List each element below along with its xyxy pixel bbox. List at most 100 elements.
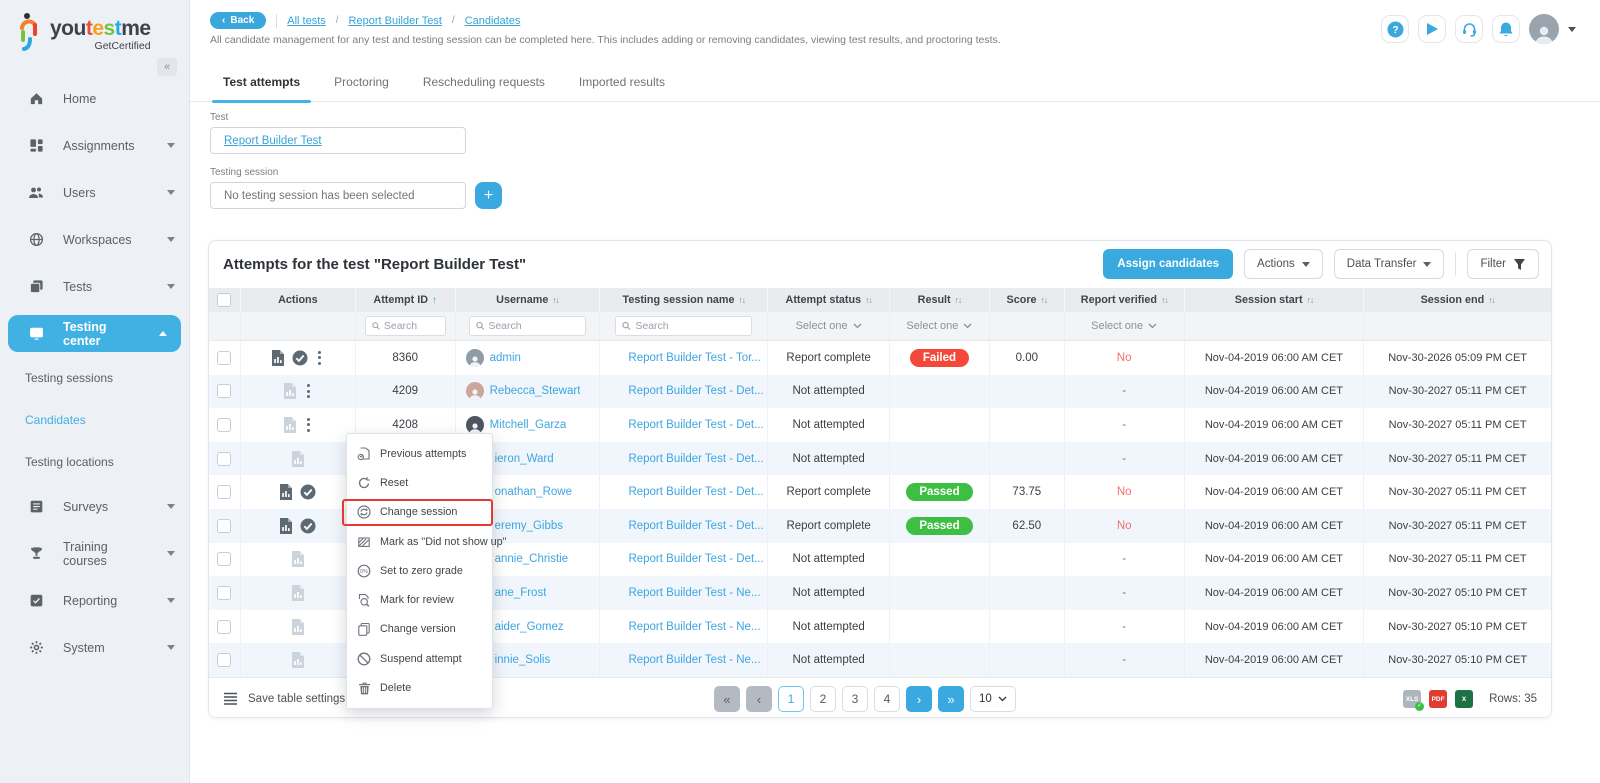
sort-icon[interactable]: ↑↓ [1306, 295, 1314, 305]
sidebar-item-system[interactable]: System [0, 624, 189, 671]
personal-report-icon[interactable] [283, 416, 297, 433]
sidebar-item-reporting[interactable]: Reporting [0, 577, 189, 624]
breadcrumb-test[interactable]: Report Builder Test [348, 14, 442, 27]
sort-icon[interactable]: ↑↓ [552, 295, 559, 305]
row-checkbox[interactable] [217, 350, 232, 365]
row-checkbox[interactable] [217, 451, 232, 466]
row-checkbox[interactable] [217, 585, 232, 600]
page-button-4[interactable]: 4 [874, 686, 900, 712]
username-link[interactable]: annie_Christie [494, 553, 569, 566]
session-name-link[interactable]: Report Builder Test - Det... [628, 486, 764, 499]
username-link[interactable]: admin [489, 351, 521, 364]
page-button-3[interactable]: 3 [842, 686, 868, 712]
export-all-xls-icon[interactable]: XLS ✓ [1403, 690, 1425, 711]
sidebar-item-workspaces[interactable]: Workspaces [0, 216, 189, 263]
search-input[interactable] [635, 320, 746, 332]
video-icon[interactable] [1418, 15, 1446, 43]
personal-report-icon[interactable] [291, 450, 305, 467]
testing-session-field[interactable] [210, 182, 466, 209]
row-checkbox[interactable] [217, 384, 232, 399]
next-page-button[interactable]: › [906, 686, 932, 712]
user-avatar[interactable] [1529, 14, 1559, 44]
personal-report-icon[interactable] [291, 618, 305, 635]
sort-icon[interactable]: ↑↓ [1040, 295, 1048, 305]
sidebar-item-assignments[interactable]: Assignments [0, 122, 189, 169]
session-name-link[interactable]: Report Builder Test - Det... [628, 553, 764, 566]
sort-icon[interactable]: ↑↓ [738, 295, 746, 305]
username-link[interactable]: ane_Frost [494, 586, 547, 599]
username-link[interactable]: eremy_Gibbs [494, 519, 563, 532]
sort-icon[interactable]: ↑↓ [1488, 295, 1495, 305]
sort-ascending-icon[interactable]: ↑ [432, 294, 437, 306]
menu-item-previous-attempts[interactable]: Previous attempts [347, 439, 492, 468]
sort-icon[interactable]: ↑↓ [1161, 295, 1168, 305]
column-header-session-start[interactable]: Session start ↑↓ [1185, 288, 1365, 312]
session-name-link[interactable]: Report Builder Test - Ne... [628, 620, 761, 633]
export-pdf-icon[interactable]: PDF [1429, 690, 1448, 708]
row-checkbox[interactable] [217, 485, 232, 500]
menu-item-delete[interactable]: Delete [347, 673, 492, 702]
column-search-input[interactable] [615, 316, 753, 336]
testing-session-input[interactable] [224, 189, 452, 202]
session-name-link[interactable]: Report Builder Test - Tor... [628, 351, 761, 364]
search-input[interactable] [383, 320, 439, 332]
test-link[interactable]: Report Builder Test [224, 134, 322, 147]
personal-report-icon[interactable] [283, 383, 297, 400]
back-button[interactable]: ‹ Back [210, 12, 267, 29]
page-button-2[interactable]: 2 [810, 686, 836, 712]
tab-proctoring[interactable]: Proctoring [334, 74, 389, 89]
row-checkbox[interactable] [217, 552, 232, 567]
tab-test-attempts[interactable]: Test attempts [210, 62, 313, 103]
export-excel-icon[interactable]: X [1455, 690, 1474, 708]
column-filter-select[interactable]: Select one [906, 320, 972, 332]
row-checkbox[interactable] [217, 417, 232, 432]
session-name-link[interactable]: Report Builder Test - Det... [628, 385, 764, 398]
username-link[interactable]: ieron_Ward [494, 452, 554, 465]
breadcrumb-candidates[interactable]: Candidates [464, 14, 521, 27]
sidebar-subitem-testing-sessions[interactable]: Testing sessions [25, 371, 114, 385]
sidebar-item-tests[interactable]: Tests [0, 263, 189, 310]
menu-item-suspend-attempt[interactable]: Suspend attempt [347, 644, 492, 673]
menu-item-reset[interactable]: Reset [347, 468, 492, 497]
column-header-session-end[interactable]: Session end ↑↓ [1420, 294, 1496, 306]
search-input[interactable] [488, 320, 580, 332]
sort-icon[interactable]: ↑↓ [954, 295, 962, 305]
actions-dropdown[interactable]: Actions [1244, 249, 1323, 279]
filter-button[interactable]: Filter [1467, 249, 1539, 279]
sidebar-item-users[interactable]: Users [0, 169, 189, 216]
sidebar-collapse-button[interactable]: « [157, 58, 177, 76]
row-checkbox[interactable] [217, 518, 232, 533]
assign-candidates-button[interactable]: Assign candidates [1103, 249, 1234, 279]
help-icon[interactable]: ? [1381, 15, 1409, 43]
session-name-link[interactable]: Report Builder Test - Det... [628, 418, 764, 431]
column-header-report-verified[interactable]: Report verified ↑↓ [1065, 288, 1185, 312]
select-all-checkbox[interactable] [217, 293, 232, 307]
column-header-score[interactable]: Score ↑↓ [990, 288, 1065, 312]
personal-report-icon[interactable] [279, 484, 293, 501]
profile-chevron-down-icon[interactable] [1568, 26, 1576, 32]
session-name-link[interactable]: Report Builder Test - Ne... [628, 586, 761, 599]
column-header-username[interactable]: Username ↑↓ [456, 288, 601, 312]
username-link[interactable]: Rebecca_Stewart [489, 385, 581, 398]
menu-item-change-session[interactable]: Change session [342, 498, 493, 527]
tab-imported-results[interactable]: Imported results [578, 74, 665, 89]
last-page-button[interactable]: » [938, 686, 964, 712]
column-search-input[interactable] [468, 316, 587, 336]
session-name-link[interactable]: Report Builder Test - Det... [628, 452, 764, 465]
table-settings-icon[interactable] [223, 692, 238, 705]
first-page-button[interactable]: « [714, 686, 740, 712]
test-field[interactable]: Report Builder Test [210, 127, 466, 154]
menu-item-mark-as-did-not-show-up[interactable]: Mark as "Did not show up" [347, 527, 506, 556]
column-header-result[interactable]: Result ↑↓ [890, 288, 990, 312]
add-session-button[interactable]: + [475, 182, 502, 209]
sidebar-item-training-courses[interactable]: Training courses [0, 530, 189, 577]
sidebar-item-home[interactable]: Home [0, 75, 189, 122]
personal-report-icon[interactable] [271, 349, 285, 366]
save-table-settings-label[interactable]: Save table settings [248, 692, 346, 705]
column-search-input[interactable] [364, 316, 446, 336]
support-icon[interactable] [1455, 15, 1483, 43]
sidebar-subitem-testing-locations[interactable]: Testing locations [25, 455, 114, 469]
tab-rescheduling-requests[interactable]: Rescheduling requests [422, 74, 545, 89]
sidebar-subitem-candidates[interactable]: Candidates [25, 413, 86, 427]
sidebar-item-testing-center[interactable]: Testing center [8, 315, 181, 352]
